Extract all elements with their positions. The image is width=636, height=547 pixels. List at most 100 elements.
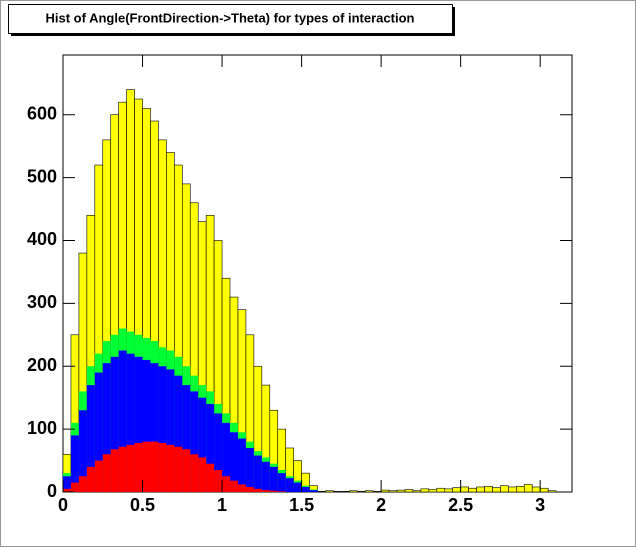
- x-tick-label: 0.5: [130, 495, 155, 515]
- bar: [285, 478, 294, 492]
- bar: [86, 385, 95, 492]
- bar: [428, 489, 438, 493]
- bar: [110, 449, 119, 492]
- y-tick-label: 400: [27, 229, 57, 249]
- bar: [94, 460, 103, 492]
- bar: [460, 486, 469, 493]
- bar: [174, 375, 183, 492]
- bar: [222, 476, 231, 492]
- bar: [126, 444, 135, 492]
- bar: [134, 356, 143, 492]
- bar: [404, 489, 414, 493]
- bar: [508, 486, 517, 493]
- bar: [198, 457, 207, 492]
- y-tick-label: 600: [27, 103, 57, 123]
- bar: [174, 446, 183, 492]
- bar: [253, 488, 262, 492]
- bar: [444, 488, 454, 493]
- bar: [237, 438, 246, 492]
- bar: [261, 461, 270, 492]
- y-tick-label: 500: [27, 166, 57, 186]
- bar: [63, 476, 71, 492]
- bar: [166, 369, 175, 492]
- bar: [261, 490, 270, 492]
- histograms: [62, 89, 557, 493]
- bar: [166, 444, 175, 492]
- title-shadow: [11, 33, 455, 36]
- bar: [222, 422, 231, 492]
- bar: [317, 491, 326, 493]
- bar: [86, 466, 95, 492]
- bar: [150, 363, 159, 492]
- bar: [110, 356, 119, 492]
- bar: [269, 490, 278, 492]
- bar: [190, 391, 199, 492]
- bar: [325, 490, 334, 493]
- bar: [301, 486, 310, 492]
- bar: [492, 487, 501, 493]
- bar: [198, 397, 207, 492]
- bar: [349, 490, 358, 493]
- bar: [230, 480, 238, 492]
- bar: [523, 484, 533, 493]
- bar: [436, 487, 446, 493]
- bar: [158, 366, 167, 492]
- bar: [356, 491, 366, 493]
- bar: [70, 435, 79, 492]
- bar: [341, 491, 350, 493]
- bar: [364, 490, 374, 493]
- bar: [269, 466, 278, 492]
- x-tick-label: 1.5: [289, 495, 314, 515]
- bar: [500, 485, 509, 493]
- bar: [118, 350, 127, 492]
- bar: [388, 490, 398, 493]
- bar: [206, 403, 215, 492]
- bar: [277, 491, 286, 492]
- bar: [412, 490, 422, 493]
- bar: [237, 484, 246, 492]
- bar: [63, 488, 71, 492]
- bar: [102, 363, 111, 492]
- bar: [214, 469, 223, 492]
- x-tick-label: 2: [376, 495, 386, 515]
- bar: [476, 486, 485, 493]
- bar: [230, 432, 238, 492]
- bar: [78, 410, 87, 492]
- bar: [372, 491, 382, 493]
- bar: [452, 487, 461, 493]
- y-tick-label: 100: [27, 418, 57, 438]
- bar: [245, 486, 254, 492]
- bar: [78, 476, 87, 492]
- bar: [309, 490, 318, 492]
- bar: [420, 488, 430, 493]
- x-tick-label: 1: [217, 495, 227, 515]
- bar: [516, 486, 525, 493]
- bar: [94, 372, 103, 492]
- bar: [142, 441, 151, 492]
- bar: [126, 353, 135, 492]
- bar: [468, 487, 477, 493]
- title-shadow: [452, 7, 455, 36]
- bar: [380, 489, 390, 493]
- bar: [182, 385, 191, 492]
- bar: [182, 449, 191, 492]
- bar: [214, 413, 223, 492]
- bar: [70, 482, 79, 492]
- bar: [118, 446, 127, 492]
- bar: [102, 454, 111, 492]
- x-tick-label: 0: [58, 495, 68, 515]
- bar: [277, 473, 286, 492]
- bar: [253, 455, 262, 492]
- y-tick-label: 200: [27, 355, 57, 375]
- bar: [547, 490, 557, 493]
- x-tick-label: 2.5: [448, 495, 473, 515]
- bar: [333, 491, 342, 493]
- bar: [531, 486, 541, 493]
- chart-title: Hist of Angle(FrontDirection->Theta) for…: [46, 10, 415, 25]
- y-tick-label: 300: [27, 292, 57, 312]
- x-tick-label: 3: [535, 495, 545, 515]
- bar: [293, 482, 302, 492]
- y-tick-label: 0: [47, 481, 57, 501]
- bar: [142, 359, 151, 492]
